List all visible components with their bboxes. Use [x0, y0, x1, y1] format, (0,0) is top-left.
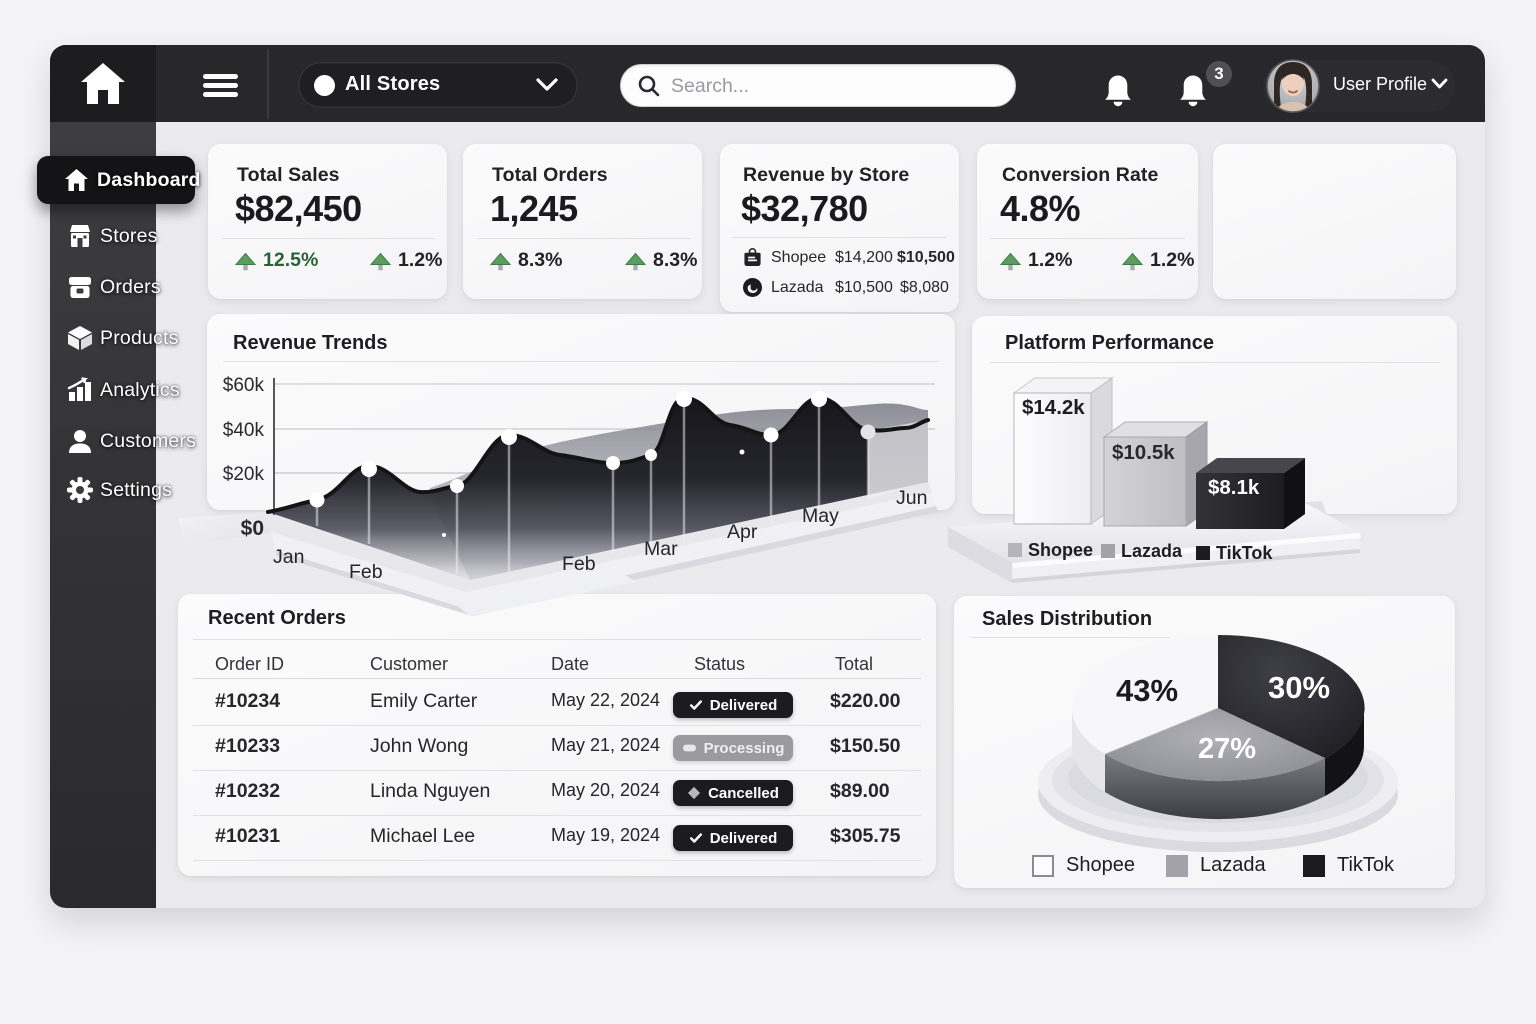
svg-text:Feb: Feb	[562, 553, 596, 575]
svg-text:27%: 27%	[1198, 733, 1256, 765]
svg-text:Apr: Apr	[727, 521, 758, 543]
svg-text:Jan: Jan	[273, 546, 304, 568]
svg-text:$10.5k: $10.5k	[1112, 441, 1175, 464]
svg-text:$60k: $60k	[223, 375, 265, 396]
svg-text:Feb: Feb	[349, 561, 383, 583]
svg-text:$8.1k: $8.1k	[1208, 476, 1260, 499]
svg-text:Jun: Jun	[896, 487, 927, 509]
svg-text:$0: $0	[241, 517, 264, 540]
svg-text:$40k: $40k	[223, 420, 265, 441]
svg-text:TikTok: TikTok	[1216, 543, 1273, 563]
svg-text:Lazada: Lazada	[1121, 541, 1183, 561]
svg-text:Shopee: Shopee	[1028, 540, 1093, 560]
svg-text:30%: 30%	[1268, 670, 1330, 705]
svg-text:43%: 43%	[1116, 673, 1178, 708]
svg-text:$20k: $20k	[223, 464, 265, 485]
svg-text:Mar: Mar	[644, 538, 678, 560]
svg-text:May: May	[802, 505, 839, 527]
svg-text:$14.2k: $14.2k	[1022, 396, 1085, 419]
